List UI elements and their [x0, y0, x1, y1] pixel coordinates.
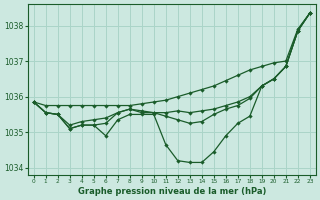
X-axis label: Graphe pression niveau de la mer (hPa): Graphe pression niveau de la mer (hPa) — [77, 187, 266, 196]
